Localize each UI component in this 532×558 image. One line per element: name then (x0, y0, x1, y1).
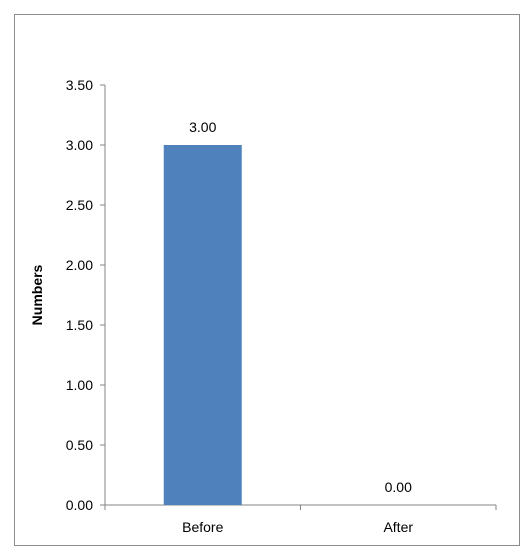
chart-bars (163, 145, 242, 505)
y-tick-label: 0.50 (66, 437, 93, 453)
x-tick-label: After (383, 519, 413, 535)
y-tick-label: 1.00 (66, 377, 93, 393)
bar-before (163, 145, 242, 505)
data-labels: 3.00 0.00 (189, 119, 412, 495)
x-axis-labels: Before After (182, 519, 413, 535)
x-tick-label: Before (182, 519, 223, 535)
y-tick-label: 2.50 (66, 197, 93, 213)
y-tick-label: 2.00 (66, 257, 93, 273)
data-label: 0.00 (385, 479, 412, 495)
y-axis-ticks: 0.00 0.50 1.00 1.50 2.00 2.50 3.00 3.50 (66, 77, 105, 513)
chart-frame (14, 14, 520, 546)
y-axis-title: Numbers (29, 264, 45, 325)
y-tick-label: 0.00 (66, 497, 93, 513)
y-tick-label: 1.50 (66, 317, 93, 333)
y-tick-label: 3.50 (66, 77, 93, 93)
data-label: 3.00 (189, 119, 216, 135)
chart-axes (104, 85, 497, 510)
y-tick-label: 3.00 (66, 137, 93, 153)
